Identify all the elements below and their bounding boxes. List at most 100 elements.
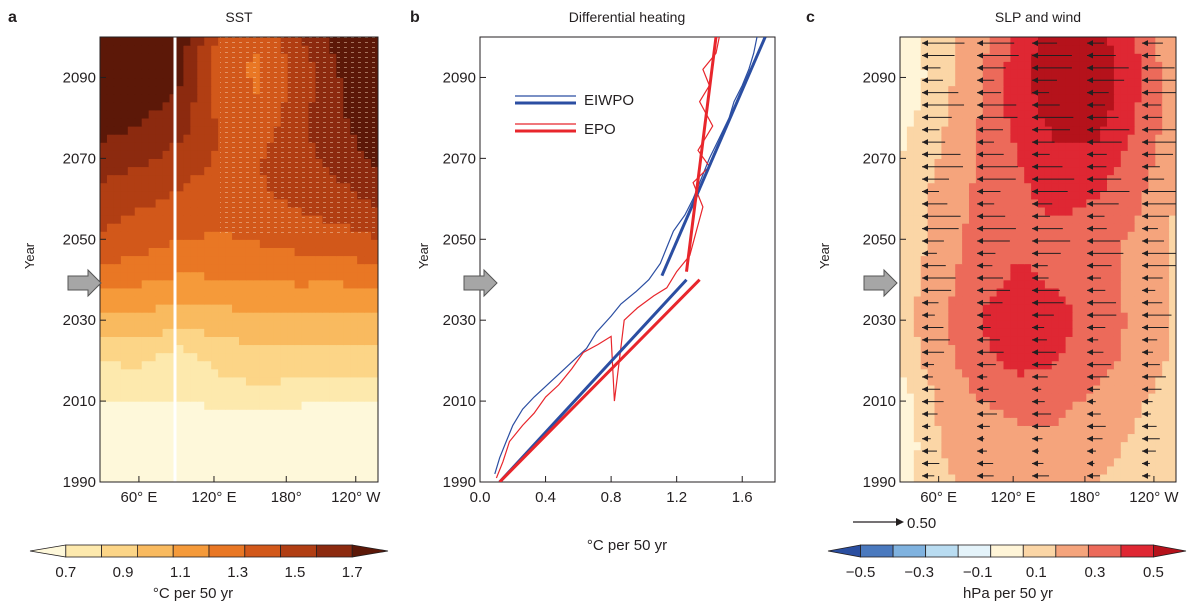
slp-cell <box>1051 279 1060 289</box>
sst-cell <box>162 449 171 459</box>
slp-cell <box>934 401 942 410</box>
panel-a-cbar-cell-5 <box>208 544 246 558</box>
sst-cell <box>239 457 247 467</box>
sst-cell <box>280 384 289 394</box>
slp-cell <box>941 45 949 54</box>
sst-cell <box>315 247 323 257</box>
sst-cell <box>134 409 143 418</box>
slp-cell <box>1127 271 1136 281</box>
slp-cell <box>1017 473 1025 482</box>
slp-cell <box>1120 37 1129 46</box>
sst-cell <box>155 295 164 305</box>
sst-cell <box>197 37 205 46</box>
sst-cell <box>308 417 317 426</box>
slp-cell <box>1093 69 1101 79</box>
sst-cell <box>211 198 219 208</box>
slp-cell <box>1051 255 1060 265</box>
slp-cell <box>1086 158 1094 168</box>
slp-cell <box>1003 417 1011 426</box>
sst-cell <box>239 304 247 313</box>
slp-cell <box>969 215 977 224</box>
sst-cell <box>106 215 115 224</box>
sst-cell <box>176 320 184 329</box>
slp-cell <box>900 239 908 248</box>
sst-cell <box>127 61 136 70</box>
sst-cell <box>155 247 164 257</box>
sst-cell <box>211 344 219 354</box>
slp-cell <box>996 190 1005 200</box>
slp-cell <box>1038 344 1046 354</box>
slp-cell <box>1113 344 1122 354</box>
slp-cell <box>1162 101 1170 111</box>
sst-cell <box>211 134 219 143</box>
sst-cell <box>350 328 358 337</box>
slp-cell <box>934 255 942 265</box>
sst-cell <box>239 279 247 289</box>
slp-cell <box>1017 393 1025 402</box>
slp-cell <box>1038 109 1046 119</box>
slp-cell <box>1162 384 1170 394</box>
slp-cell <box>1038 457 1046 467</box>
slp-cell <box>989 457 998 467</box>
slp-cell <box>927 126 936 135</box>
slp-cell <box>1120 215 1129 224</box>
slp-cell <box>920 473 929 482</box>
slp-cell <box>1058 279 1067 289</box>
slp-cell <box>1017 231 1025 240</box>
panel-c-cbar-label-0: −0.5 <box>846 564 876 581</box>
slp-cell <box>1031 352 1039 362</box>
sst-cell <box>245 312 254 321</box>
sst-cell <box>106 69 115 79</box>
sst-cell <box>197 360 205 370</box>
slp-cell <box>900 166 908 176</box>
slp-cell <box>913 45 922 54</box>
slp-cell <box>1093 109 1101 119</box>
wind-vector-head <box>1142 386 1148 393</box>
slp-cell <box>1038 304 1046 313</box>
sst-cell <box>301 255 310 265</box>
sst-cell <box>176 231 184 240</box>
slp-cell <box>927 190 936 200</box>
sst-cell <box>106 328 115 337</box>
sst-cell <box>134 465 143 475</box>
slp-cell <box>920 287 929 297</box>
sst-cell <box>106 61 115 70</box>
sst-cell <box>211 69 219 79</box>
slp-cell <box>975 69 984 79</box>
slp-cell <box>1065 206 1074 216</box>
slp-cell <box>1113 126 1122 135</box>
slp-cell <box>900 457 908 467</box>
slp-cell <box>1086 401 1094 410</box>
slp-cell <box>1058 142 1067 151</box>
wind-vector-head <box>1032 77 1038 84</box>
wind-vector-head <box>1142 423 1148 430</box>
slp-cell <box>1079 150 1087 159</box>
sst-cell <box>113 150 122 159</box>
sst-cell <box>315 263 323 273</box>
slp-cell <box>975 393 984 402</box>
slp-cell <box>1107 376 1115 386</box>
slp-cell <box>1127 304 1136 313</box>
sst-cell <box>204 150 212 159</box>
slp-cell <box>1169 271 1176 281</box>
sst-cell <box>273 360 282 370</box>
sst-cell <box>106 142 115 151</box>
panel-b-plot <box>494 37 767 482</box>
slp-cell <box>1134 473 1143 482</box>
slp-cell <box>913 215 922 224</box>
sst-cell <box>169 393 178 402</box>
slp-cell <box>1100 384 1108 394</box>
sst-cell <box>371 449 378 459</box>
slp-cell <box>913 77 922 87</box>
sst-cell <box>141 287 150 297</box>
slp-cell <box>948 328 956 337</box>
sst-cell <box>197 368 205 378</box>
slp-cell <box>1148 401 1156 410</box>
slp-cell <box>1100 473 1108 482</box>
slp-cell <box>1162 417 1170 426</box>
sst-cell <box>100 158 108 168</box>
sst-cell <box>106 320 115 329</box>
sst-cell <box>273 328 282 337</box>
slp-cell <box>900 449 908 459</box>
sst-cell <box>364 336 372 346</box>
